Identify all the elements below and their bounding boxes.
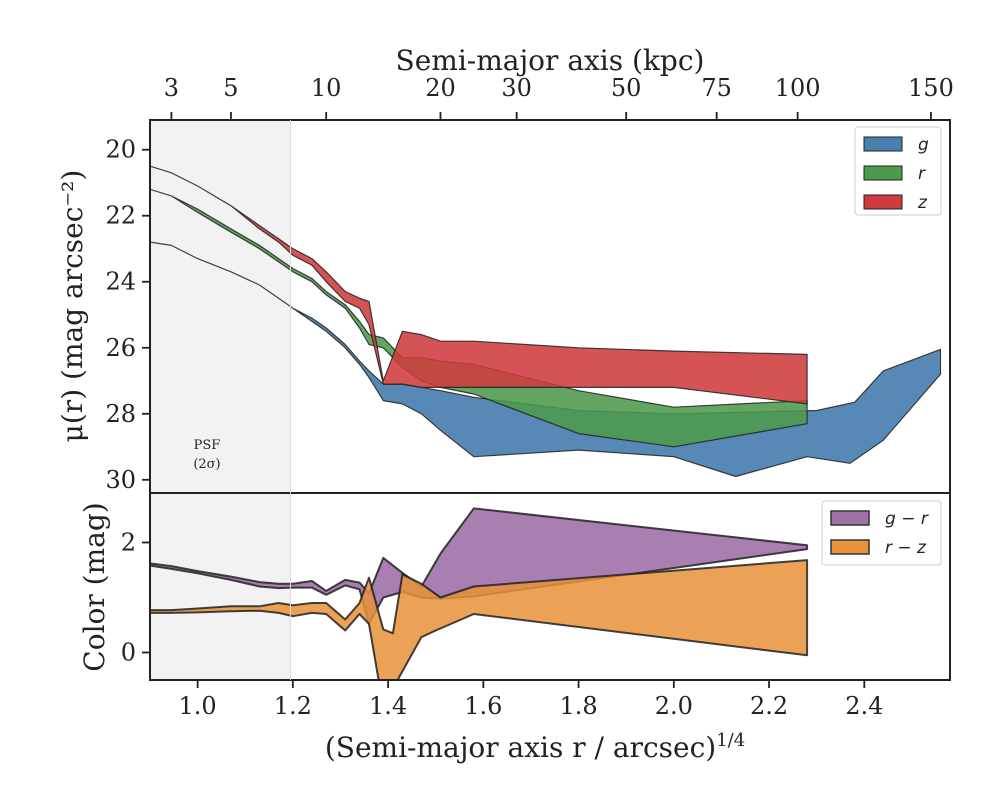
legend-label-g: g	[918, 135, 929, 155]
top-axis-tick-label: 3	[164, 74, 179, 102]
band-z	[151, 165, 808, 405]
top-axis-tick-label: 150	[908, 74, 954, 102]
top-axis-tick-label: 20	[425, 74, 456, 102]
legend-label-r-minus-z: r − z	[885, 538, 927, 558]
legend-label-r: r	[918, 164, 926, 184]
legend-label-g-minus-r: g − r	[885, 509, 929, 529]
top-y-tick-label: 26	[105, 334, 136, 362]
surface-brightness-series	[151, 165, 942, 478]
bottom-y-tick-label: 0	[121, 639, 136, 667]
psf-sigma-label: (2σ)	[193, 457, 220, 472]
top-y-tick-label: 30	[105, 466, 136, 494]
psf-label: PSF	[194, 438, 221, 453]
psf-shade-region	[150, 120, 291, 493]
band-g-minus-r	[151, 507, 809, 625]
top-y-tick-label: 28	[105, 400, 136, 428]
x-axis-title-text: (Semi-major axis r / arcsec)	[325, 731, 716, 764]
top-axis-tick-label: 75	[701, 74, 732, 102]
band-r-minus-z	[151, 559, 809, 679]
x-tick-label: 1.6	[464, 692, 502, 720]
color-series	[151, 507, 809, 679]
top-axis-tick-label: 50	[611, 74, 642, 102]
x-tick-label: 1.4	[369, 692, 407, 720]
axis-ticks: 3 5 10 20 30 50 75 100 150 20 22 24 26 28 30 0 2 1.0 1.2 1.…	[105, 74, 953, 720]
legend-bottom: g − r r − z	[821, 500, 942, 566]
x-tick-label: 2.0	[655, 692, 693, 720]
legend-swatch-r	[863, 165, 903, 181]
top-axis-tick-label: 30	[501, 74, 532, 102]
legend-swatch-g	[863, 136, 903, 152]
bottom-y-tick-label: 2	[121, 529, 136, 557]
top-axis-tick-label: 100	[775, 74, 821, 102]
band-r	[151, 188, 808, 448]
top-axis-tick-label: 5	[223, 74, 238, 102]
x-axis-title: (Semi-major axis r / arcsec)1/4	[325, 730, 745, 764]
x-tick-label: 2.4	[845, 692, 883, 720]
legend-label-z: z	[917, 193, 928, 213]
x-tick-label: 1.2	[274, 692, 312, 720]
top-y-tick-label: 24	[105, 268, 136, 296]
legend-top: g r z	[854, 126, 942, 216]
x-axis-title-superscript: 1/4	[716, 730, 745, 751]
x-tick-label: 2.2	[750, 692, 788, 720]
top-axis-title: Semi-major axis (kpc)	[396, 44, 705, 77]
top-axis-tick-label: 10	[311, 74, 342, 102]
legend-swatch-g-minus-r	[830, 510, 870, 526]
legend-swatch-r-minus-z	[830, 539, 870, 555]
top-y-tick-label: 20	[105, 136, 136, 164]
top-y-tick-label: 22	[105, 202, 136, 230]
legend-swatch-z	[863, 194, 903, 210]
x-tick-label: 1.8	[559, 692, 597, 720]
x-tick-label: 1.0	[179, 692, 217, 720]
bottom-panel-frame	[149, 492, 951, 681]
top-y-axis-title: μ(r) (mag arcsec⁻²)	[56, 170, 89, 443]
bottom-y-axis-title: Color (mag)	[78, 502, 111, 671]
